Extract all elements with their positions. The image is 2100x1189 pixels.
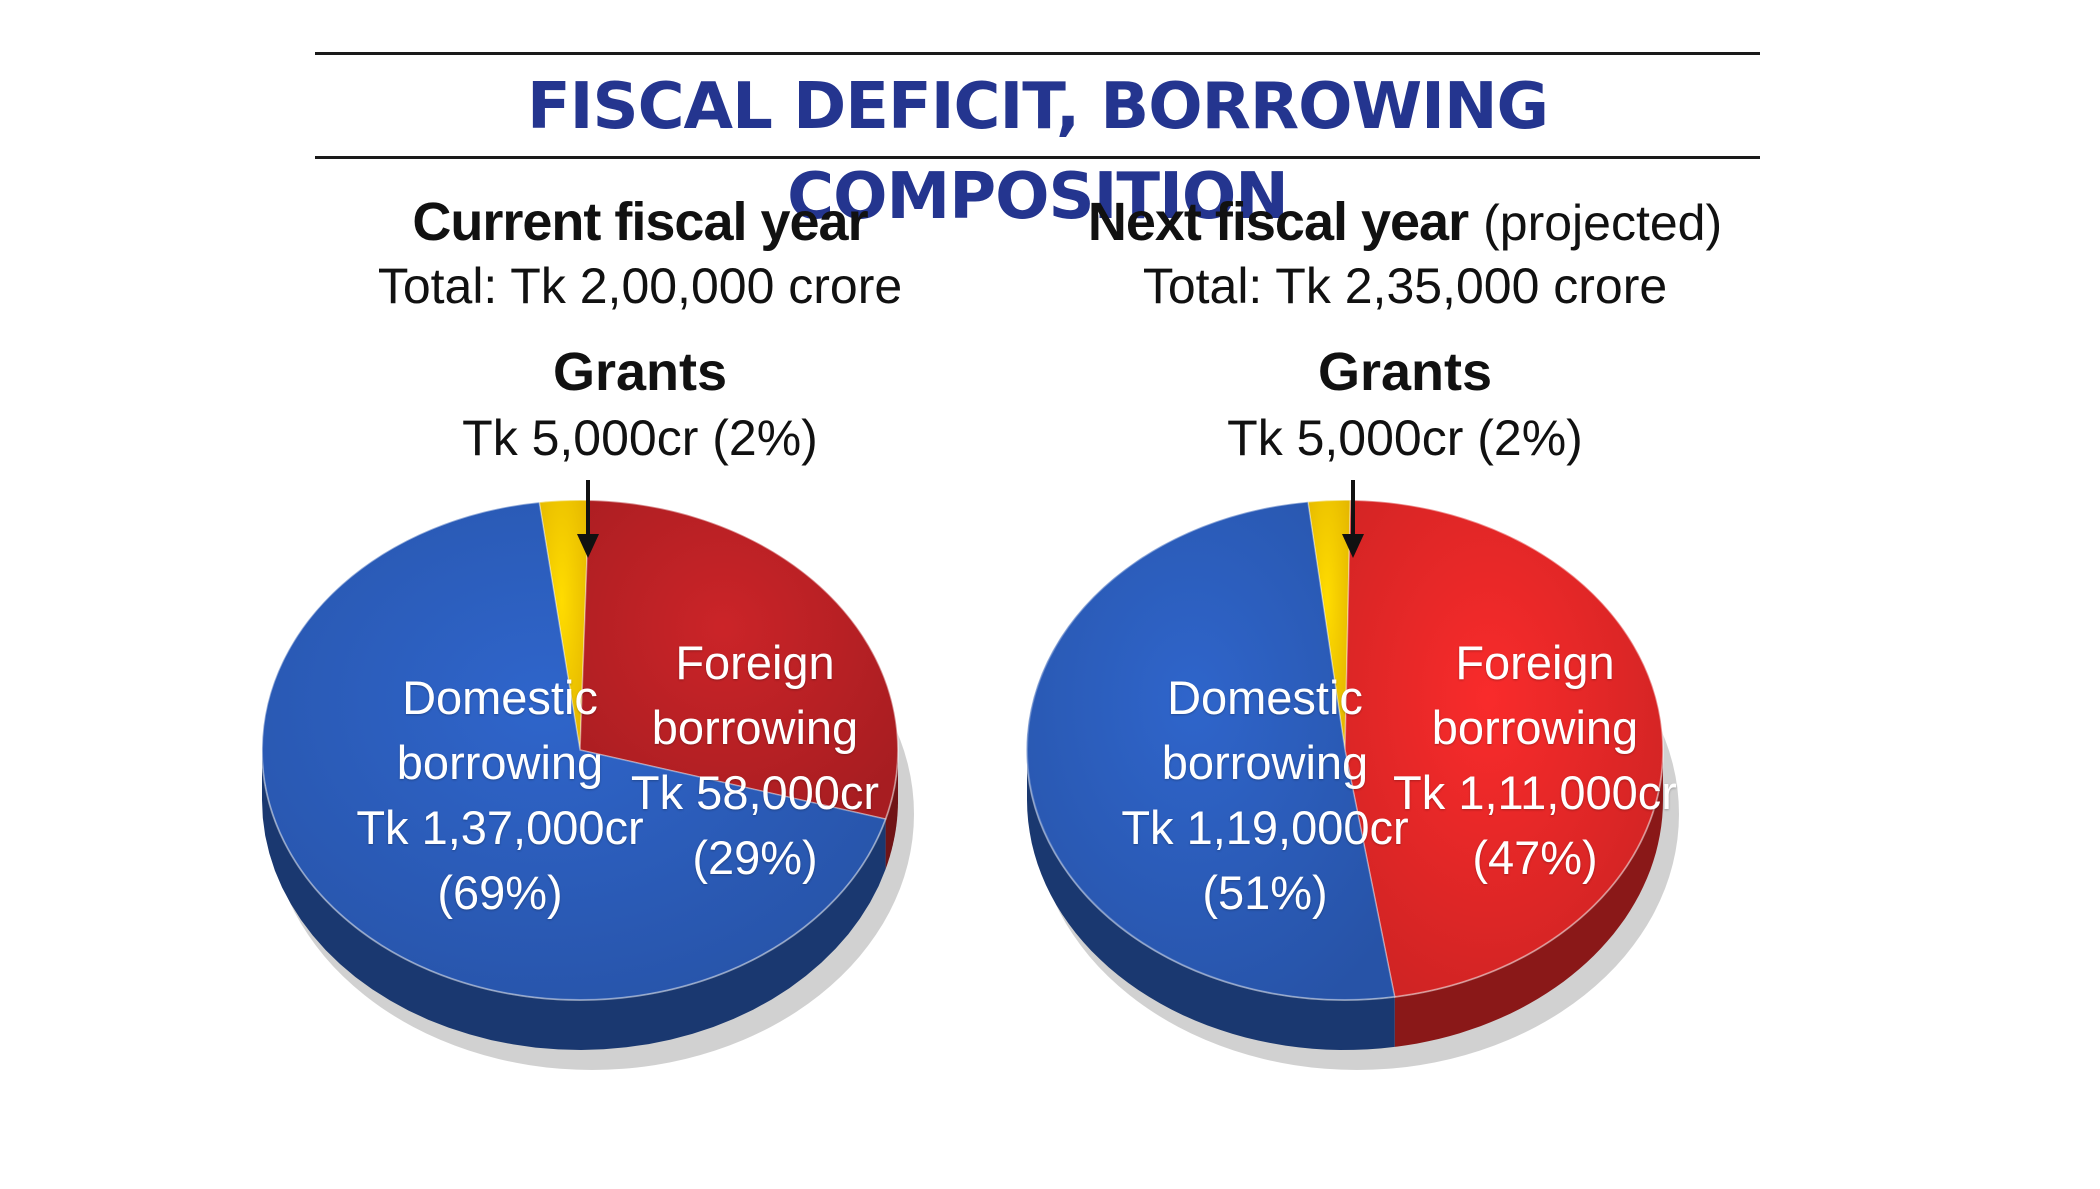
- chart-title: FISCAL DEFICIT, BORROWING COMPOSITION: [526, 70, 1549, 234]
- slice-label-line2: borrowing: [1431, 701, 1639, 754]
- foreign-slice-side: [1394, 750, 1663, 1047]
- slice-label-percent: (51%): [1202, 866, 1328, 919]
- slice-label-amount: Tk 1,37,000cr: [356, 801, 644, 854]
- slice-label-percent: (29%): [692, 831, 818, 884]
- grants-callout-value: Tk 5,000cr (2%): [462, 410, 818, 466]
- title-rule: [315, 156, 1760, 159]
- grants-callout-title: Grants: [552, 342, 728, 402]
- grants-callout-title: Grants: [1317, 342, 1493, 402]
- slice-label-line2: borrowing: [396, 736, 604, 789]
- foreign-slice-label: Foreign borrowing Tk 1,11,000cr (47%): [1365, 630, 1705, 890]
- panel-title-text: Current fiscal year: [412, 192, 868, 252]
- grants-arrow-head: [577, 534, 599, 558]
- pie-rim: [1026, 499, 1664, 1001]
- foreign-slice-label: Foreign borrowing Tk 58,000cr (29%): [570, 630, 940, 890]
- pie-chart-current: [261, 480, 914, 1070]
- foreign-slice: [579, 499, 899, 820]
- slice-label-amount: Tk 1,19,000cr: [1121, 801, 1409, 854]
- domestic-slice-side: [262, 750, 886, 1050]
- domestic-slice: [1025, 500, 1396, 1001]
- grants-arrow-head: [1342, 534, 1364, 558]
- panel-title: Current fiscal year: [250, 190, 1030, 254]
- foreign-slice: [1344, 499, 1664, 998]
- slice-label-percent: (69%): [437, 866, 563, 919]
- panel-total: Total: Tk 2,00,000 crore: [377, 258, 903, 314]
- slice-label-amount: Tk 58,000cr: [630, 766, 880, 819]
- slice-label-line2: borrowing: [651, 701, 859, 754]
- domestic-slice: [261, 501, 887, 1001]
- top-rule: [315, 52, 1760, 55]
- pie-panel-next: Next fiscal year (projected) Total: Tk 2…: [1015, 190, 1795, 1130]
- panel-title-text: Next fiscal year: [1087, 192, 1469, 252]
- pie-panel-current: Current fiscal year Total: Tk 2,00,000 c…: [250, 190, 1030, 1130]
- panel-title-suffix: (projected): [1483, 195, 1723, 251]
- slice-label-line1: Domestic: [1167, 671, 1363, 724]
- slice-label-line1: Foreign: [675, 636, 835, 689]
- domestic-slice-label: Domestic borrowing Tk 1,37,000cr (69%): [340, 665, 660, 925]
- slice-label-line1: Foreign: [1455, 636, 1615, 689]
- foreign-slice-side: [885, 750, 898, 870]
- slice-label-amount: Tk 1,11,000cr: [1393, 766, 1677, 819]
- grants-callout-value: Tk 5,000cr (2%): [1227, 410, 1583, 466]
- slice-label-line1: Domestic: [402, 671, 598, 724]
- grants-slice: [1307, 499, 1352, 751]
- panel-title: Next fiscal year (projected): [1015, 190, 1795, 255]
- domestic-slice-label: Domestic borrowing Tk 1,19,000cr (51%): [1105, 665, 1425, 925]
- domestic-slice-side: [1027, 750, 1395, 1050]
- panel-total: Total: Tk 2,35,000 crore: [1142, 258, 1668, 314]
- slice-label-percent: (47%): [1472, 831, 1598, 884]
- pie-rim: [261, 499, 899, 1001]
- slice-label-line2: borrowing: [1161, 736, 1369, 789]
- pie-chart-next: [1025, 480, 1679, 1070]
